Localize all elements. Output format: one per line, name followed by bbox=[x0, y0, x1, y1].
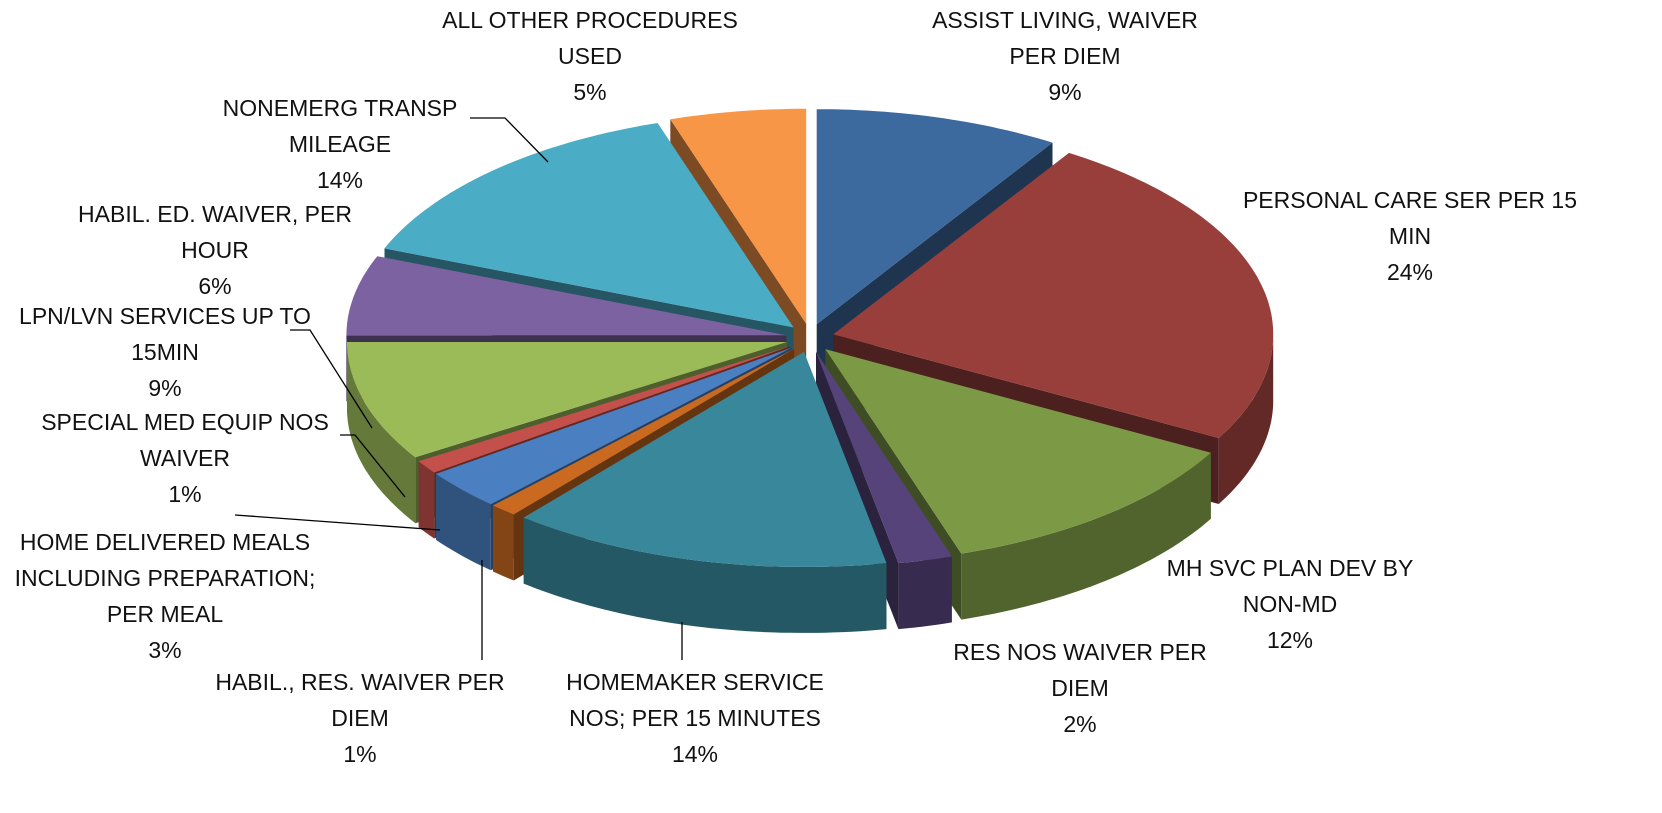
percent-label: 14% bbox=[671, 741, 719, 767]
data-label: HABIL., RES. WAIVER PER DIEM 1% bbox=[195, 664, 525, 772]
category-label: HABIL. ED. WAIVER, PER HOUR bbox=[78, 201, 352, 263]
percent-label: 1% bbox=[168, 481, 202, 507]
data-label: LPN/LVN SERVICES UP TO 15MIN 9% bbox=[0, 298, 330, 406]
data-label: HABIL. ED. WAIVER, PER HOUR 6% bbox=[60, 196, 370, 304]
slice bbox=[418, 346, 791, 473]
percent-label: 24% bbox=[1386, 259, 1434, 285]
percent-label: 9% bbox=[148, 375, 182, 401]
category-label: LPN/LVN SERVICES UP TO 15MIN bbox=[19, 303, 311, 365]
category-label: SPECIAL MED EQUIP NOS WAIVER bbox=[41, 409, 329, 471]
slice-side bbox=[523, 517, 887, 633]
data-label: HOME DELIVERED MEALS INCLUDING PREPARATI… bbox=[0, 524, 330, 668]
slice-side bbox=[347, 342, 416, 524]
slice bbox=[670, 108, 807, 324]
slice bbox=[816, 351, 952, 564]
data-label: HOMEMAKER SERVICE NOS; PER 15 MINUTES 14% bbox=[540, 664, 850, 772]
category-label: HOME DELIVERED MEALS INCLUDING PREPARATI… bbox=[14, 529, 316, 627]
slice bbox=[492, 348, 795, 515]
data-label: PERSONAL CARE SER PER 15 MIN 24% bbox=[1240, 182, 1580, 290]
data-label: ASSIST LIVING, WAIVER PER DIEM 9% bbox=[910, 2, 1220, 110]
percent-label: 2% bbox=[1063, 711, 1097, 737]
percent-label: 12% bbox=[1266, 627, 1314, 653]
percent-label: 5% bbox=[573, 79, 607, 105]
data-label: ALL OTHER PROCEDURES USED 5% bbox=[425, 2, 755, 110]
category-label: ALL OTHER PROCEDURES USED bbox=[442, 7, 738, 69]
leader-line bbox=[340, 434, 406, 498]
percent-label: 1% bbox=[343, 741, 377, 767]
slice-side bbox=[898, 556, 952, 630]
slice-side bbox=[418, 461, 435, 539]
category-label: NONEMERG TRANSP MILEAGE bbox=[222, 95, 458, 157]
leader-line bbox=[290, 329, 373, 429]
slice bbox=[833, 152, 1274, 438]
category-label: ASSIST LIVING, WAIVER PER DIEM bbox=[932, 7, 1198, 69]
leader-line bbox=[234, 514, 441, 531]
slice bbox=[436, 347, 792, 505]
percent-label: 3% bbox=[148, 637, 182, 663]
category-label: HOMEMAKER SERVICE NOS; PER 15 MINUTES bbox=[566, 669, 824, 731]
slice-side bbox=[436, 473, 491, 571]
slice-side bbox=[1218, 334, 1274, 504]
percent-label: 9% bbox=[1048, 79, 1082, 105]
slice bbox=[825, 349, 1211, 554]
category-label: MH SVC PLAN DEV BY NON-MD bbox=[1166, 555, 1414, 617]
slice bbox=[384, 123, 794, 328]
slice bbox=[346, 256, 787, 336]
category-label: RES NOS WAIVER PER DIEM bbox=[953, 639, 1207, 701]
category-label: HABIL., RES. WAIVER PER DIEM bbox=[215, 669, 505, 731]
slice-side bbox=[492, 505, 514, 581]
data-label: SPECIAL MED EQUIP NOS WAIVER 1% bbox=[20, 404, 350, 512]
slice bbox=[523, 351, 887, 567]
slice bbox=[347, 342, 787, 458]
data-label: RES NOS WAIVER PER DIEM 2% bbox=[935, 634, 1225, 742]
percent-label: 6% bbox=[198, 273, 232, 299]
category-label: PERSONAL CARE SER PER 15 MIN bbox=[1242, 187, 1578, 249]
slices bbox=[346, 108, 1274, 633]
slice bbox=[816, 109, 1053, 325]
leader-line bbox=[470, 117, 549, 163]
percent-label: 14% bbox=[316, 167, 364, 193]
slice-side bbox=[961, 452, 1211, 620]
data-label: NONEMERG TRANSP MILEAGE 14% bbox=[195, 90, 485, 198]
data-label: MH SVC PLAN DEV BY NON-MD 12% bbox=[1140, 550, 1440, 658]
